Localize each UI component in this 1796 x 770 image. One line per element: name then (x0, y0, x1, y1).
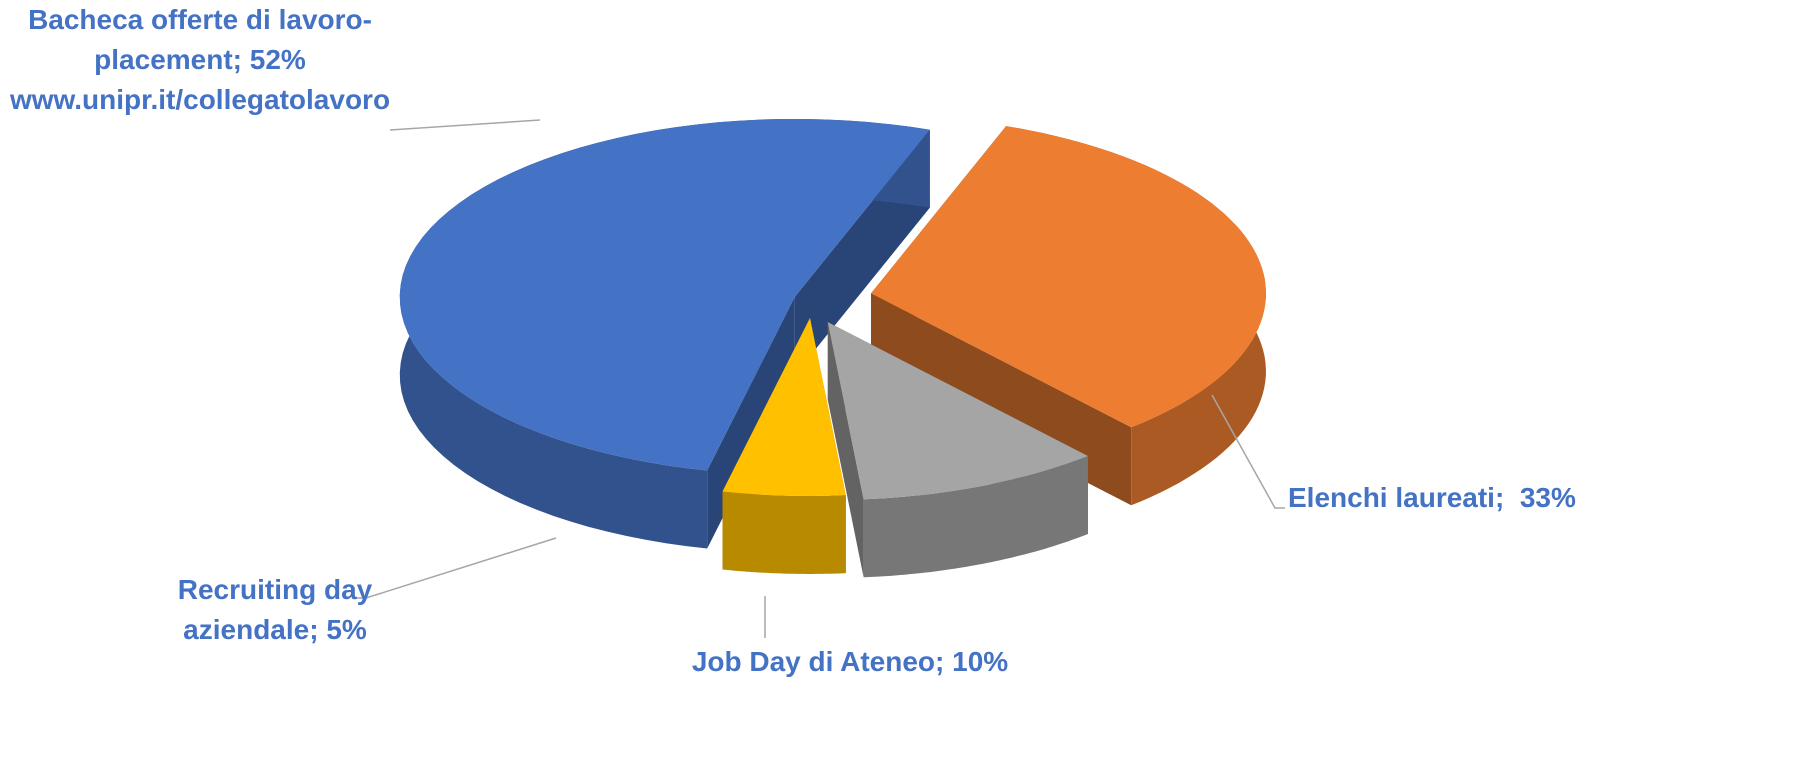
category-name: Bacheca offerte di lavoro-placement; (28, 4, 372, 75)
slice-top (827, 322, 1088, 500)
value-label: 52% (249, 44, 306, 75)
leader-line (1211, 394, 1285, 509)
slice-top (871, 126, 1266, 428)
slice-top (399, 119, 930, 471)
data-label: Recruiting day aziendale; 5% (130, 570, 420, 650)
leader-line (352, 537, 557, 599)
category-name: Recruiting day aziendale; (177, 574, 381, 645)
category-name: Job Day di Ateneo; (691, 646, 945, 677)
data-label: Elenchi laureati; 33% (1288, 478, 1796, 518)
slice-top (722, 318, 846, 496)
slice (722, 318, 846, 574)
slice-side (722, 491, 846, 574)
slice (827, 322, 1088, 578)
annotation: www.unipr.it/collegatolavoro (9, 84, 391, 115)
leader-line (389, 119, 541, 131)
slice (871, 126, 1266, 506)
slice-side (863, 456, 1088, 578)
value-label: 33% (1519, 482, 1576, 513)
leader-lines (352, 119, 1285, 638)
pie (399, 119, 1266, 578)
value-label: 5% (326, 614, 367, 645)
data-label: Job Day di Ateneo; 10% (600, 642, 1100, 682)
slice-wall (827, 322, 864, 578)
category-name: Elenchi laureati; (1288, 482, 1505, 513)
value-label: 10% (952, 646, 1009, 677)
data-label: Bacheca offerte di lavoro-placement; 52% (10, 0, 390, 80)
